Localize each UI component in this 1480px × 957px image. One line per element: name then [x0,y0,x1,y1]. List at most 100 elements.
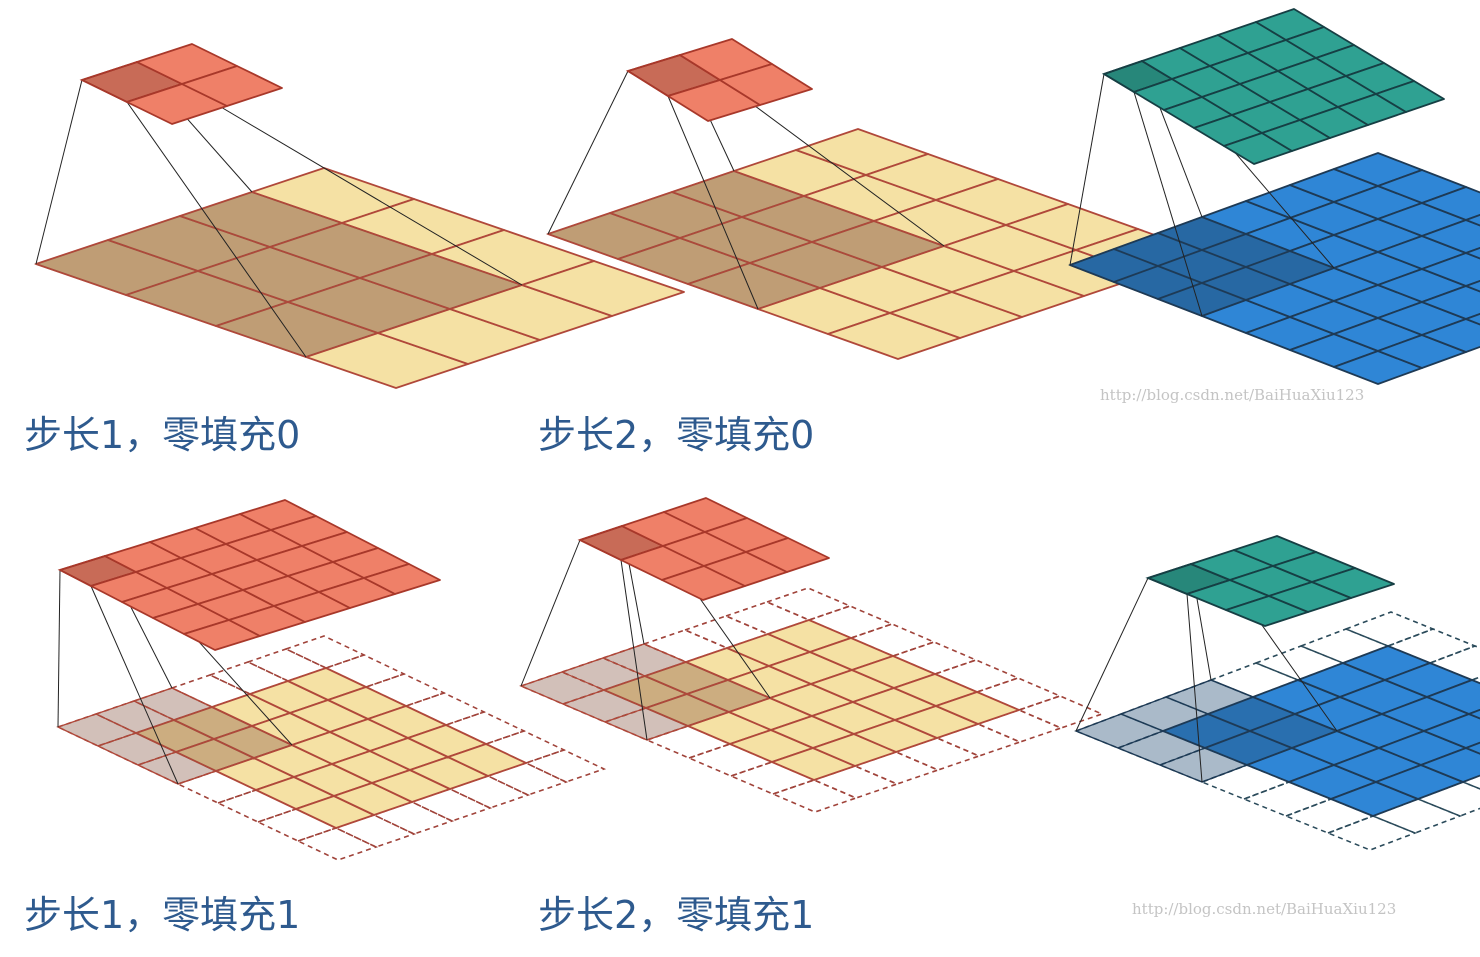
padding-cell [686,743,775,777]
kernel-gridline [1113,248,1247,301]
padding-cell [1016,695,1105,729]
kernel-gridline [604,679,729,723]
padding-cell [295,827,379,861]
projection-line [520,539,581,687]
caption-stride1-pad0: 步长1，零填充0 [24,413,301,457]
padding-cell [283,635,367,669]
output-grid [625,38,813,122]
kernel-gridline [617,195,805,260]
kernel-gridline [562,661,687,705]
output-cell [1375,80,1445,113]
projection-line [181,83,523,286]
kernel-gridline [602,657,730,713]
projection-line [90,585,179,785]
panel-stride2-pad1 [518,497,1105,813]
input-cell [1421,252,1480,287]
watermark-top: http://blog.csdn.net/BaiHuaXiu123 [1100,386,1365,404]
input-cell [1465,213,1480,227]
kernel-gridline [95,713,217,772]
padding-cell [409,788,493,822]
output-cell [719,63,813,106]
kernel-gridline [1120,713,1248,766]
kernel-gridline [125,222,343,296]
output-cell [745,537,830,573]
input-cell [1465,312,1480,326]
input-cell [1468,708,1480,720]
input-cell [1421,318,1480,353]
padding-cell [485,762,569,796]
projection-line [1186,593,1203,783]
output-grid [577,497,830,601]
panel-stride1-pad0 [33,43,685,389]
kernel-gridline [609,212,821,289]
caption-stride1-pad1: 步长1，零填充1 [24,893,301,937]
input-cell [1423,713,1480,749]
padding-cell [1415,781,1480,817]
padding-cell [682,615,771,649]
kernel-gridline [671,191,883,268]
kernel-gridline [1157,250,1291,300]
input-cell [447,743,527,777]
padding-cell [1325,815,1418,851]
input-grid [135,667,527,829]
kernel-gridline [1159,713,1296,766]
caption-stride2-pad1: 步长2，零填充1 [538,893,815,937]
projection-line [719,79,945,247]
padding-cell [523,749,607,783]
kernel-gridline [1165,696,1293,749]
output-grid [79,43,283,125]
input-cell [1420,747,1480,783]
input-cell [1465,279,1480,293]
panel-stride1-pad1 [55,499,607,861]
output-cell [1311,567,1395,599]
input-cell [1465,246,1480,260]
kernel-gridline [179,215,451,310]
input-cell [935,691,1020,725]
output-grid [1145,535,1395,627]
kernel-gridline [107,239,379,334]
output-cell [363,563,441,595]
projection-line [547,70,629,235]
kernel-gridline [97,706,213,747]
panel-stride2-pad0 [545,38,1209,360]
padding-cell [723,601,812,635]
output-grid [57,499,441,651]
padding-cell [333,814,417,848]
padding-cell [371,801,455,835]
kernel-gridline [137,725,253,766]
projection-line [1069,73,1105,266]
input-cell [1421,186,1480,221]
kernel-gridline [561,671,689,727]
padding-cell [447,775,531,809]
padding-cell [728,761,817,795]
kernel-gridline [1117,696,1254,749]
projection-line [620,559,648,741]
kernel-gridline [133,700,255,759]
kernel-gridline [687,220,875,285]
padding-cell [770,779,859,813]
padding-cell [764,587,853,621]
kernel-gridline [1157,232,1291,285]
panel-cool-bottom [1073,535,1480,851]
panel-cool-top [1068,8,1480,385]
watermark-bottom: http://blog.csdn.net/BaiHuaXiu123 [1132,900,1397,918]
kernel-gridline [215,253,433,327]
padding-cell [1370,798,1463,834]
caption-stride2-pad0: 步长2，零填充0 [538,413,815,457]
input-cell [521,260,685,317]
projection-line [667,95,759,310]
projection-line [126,101,307,358]
output-cell [181,65,283,107]
projection-line [1075,577,1149,732]
projection-line [1133,91,1203,317]
output-grid [1101,8,1445,165]
padding-cell [1343,611,1436,647]
kernel-gridline [1113,233,1247,283]
projection-line [35,79,83,265]
input-cell [1465,741,1480,755]
input-cell [1426,679,1480,715]
input-cell [1421,219,1480,254]
input-cell [1421,285,1480,320]
projection-line [57,569,61,728]
